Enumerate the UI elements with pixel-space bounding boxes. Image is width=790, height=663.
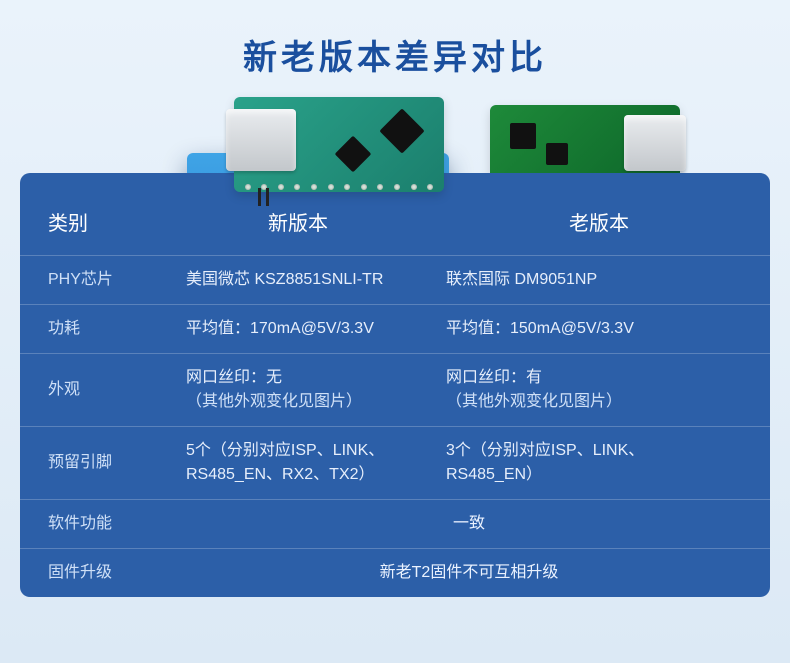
pins-old-line2: RS485_EN） bbox=[446, 463, 752, 487]
header-category: 类别 bbox=[20, 173, 168, 256]
appearance-old-line1: 网口丝印：有 bbox=[446, 366, 752, 390]
pins-old-line1: 3个（分别对应ISP、LINK、 bbox=[446, 439, 752, 463]
appearance-new-line1: 网口丝印：无 bbox=[186, 366, 410, 390]
rj45-port-icon bbox=[226, 109, 296, 171]
software-value: 一致 bbox=[168, 500, 770, 549]
comparison-table-wrap: 类别 新版本 老版本 PHY芯片 美国微芯 KSZ8851SNLI-TR 联杰国… bbox=[20, 173, 770, 597]
header-old: 老版本 bbox=[428, 173, 770, 256]
power-old: 平均值：150mA@5V/3.3V bbox=[428, 305, 770, 354]
power-new: 平均值：170mA@5V/3.3V bbox=[168, 305, 428, 354]
chip-icon bbox=[379, 108, 424, 153]
appearance-new: 网口丝印：无 （其他外观变化见图片） bbox=[168, 354, 428, 427]
chip-icon bbox=[546, 143, 568, 165]
table-row: 预留引脚 5个（分别对应ISP、LINK、 RS485_EN、RX2、TX2） … bbox=[20, 427, 770, 500]
table-row: PHY芯片 美国微芯 KSZ8851SNLI-TR 联杰国际 DM9051NP bbox=[20, 256, 770, 305]
comparison-table: 类别 新版本 老版本 PHY芯片 美国微芯 KSZ8851SNLI-TR 联杰国… bbox=[20, 173, 770, 597]
chip-icon bbox=[335, 136, 372, 173]
chip-icon bbox=[510, 123, 536, 149]
appearance-old: 网口丝印：有 （其他外观变化见图片） bbox=[428, 354, 770, 427]
page-title: 新老版本差异对比 bbox=[0, 0, 790, 79]
table-header-row: 类别 新版本 老版本 bbox=[20, 173, 770, 256]
pins-new-line2: RS485_EN、RX2、TX2） bbox=[186, 463, 410, 487]
pins-old: 3个（分别对应ISP、LINK、 RS485_EN） bbox=[428, 427, 770, 500]
appearance-new-line2: （其他外观变化见图片） bbox=[186, 390, 410, 414]
pins-new: 5个（分别对应ISP、LINK、 RS485_EN、RX2、TX2） bbox=[168, 427, 428, 500]
header-new: 新版本 bbox=[168, 173, 428, 256]
table-row: 软件功能 一致 bbox=[20, 500, 770, 549]
table-row: 固件升级 新老T2固件不可互相升级 bbox=[20, 549, 770, 598]
row-label-phy: PHY芯片 bbox=[20, 256, 168, 305]
pins-new-line1: 5个（分别对应ISP、LINK、 bbox=[186, 439, 410, 463]
table-row: 功耗 平均值：170mA@5V/3.3V 平均值：150mA@5V/3.3V bbox=[20, 305, 770, 354]
row-label-appearance: 外观 bbox=[20, 354, 168, 427]
row-label-power: 功耗 bbox=[20, 305, 168, 354]
rj45-port-icon bbox=[624, 115, 686, 171]
appearance-old-line2: （其他外观变化见图片） bbox=[446, 390, 752, 414]
row-label-pins: 预留引脚 bbox=[20, 427, 168, 500]
row-label-software: 软件功能 bbox=[20, 500, 168, 549]
row-label-firmware: 固件升级 bbox=[20, 549, 168, 598]
table-row: 外观 网口丝印：无 （其他外观变化见图片） 网口丝印：有 （其他外观变化见图片） bbox=[20, 354, 770, 427]
phy-new: 美国微芯 KSZ8851SNLI-TR bbox=[168, 256, 428, 305]
phy-old: 联杰国际 DM9051NP bbox=[428, 256, 770, 305]
firmware-value: 新老T2固件不可互相升级 bbox=[168, 549, 770, 598]
